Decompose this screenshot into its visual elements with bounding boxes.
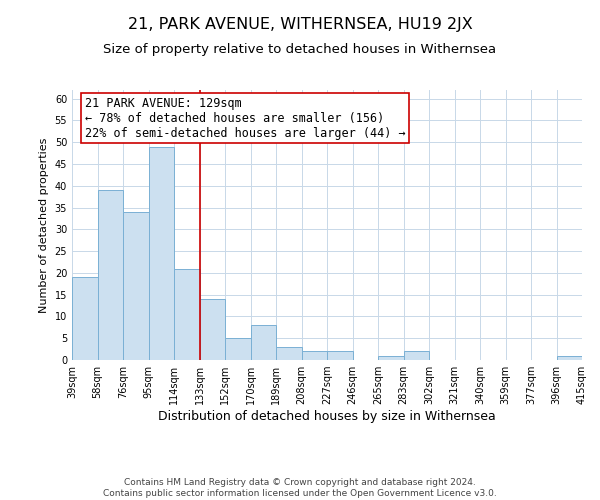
Bar: [72, 278, 97, 360]
Bar: [327, 352, 353, 360]
Bar: [251, 325, 276, 360]
Text: 21, PARK AVENUE, WITHERNSEA, HU19 2JX: 21, PARK AVENUE, WITHERNSEA, HU19 2JX: [128, 18, 472, 32]
Text: Size of property relative to detached houses in Withernsea: Size of property relative to detached ho…: [103, 42, 497, 56]
Bar: [302, 352, 327, 360]
Y-axis label: Number of detached properties: Number of detached properties: [39, 138, 49, 312]
Bar: [123, 212, 149, 360]
Bar: [174, 268, 199, 360]
Bar: [378, 356, 404, 360]
X-axis label: Distribution of detached houses by size in Withernsea: Distribution of detached houses by size …: [158, 410, 496, 423]
Bar: [149, 146, 174, 360]
Bar: [276, 347, 302, 360]
Text: 21 PARK AVENUE: 129sqm
← 78% of detached houses are smaller (156)
22% of semi-de: 21 PARK AVENUE: 129sqm ← 78% of detached…: [85, 96, 406, 140]
Bar: [557, 356, 582, 360]
Bar: [404, 352, 429, 360]
Bar: [97, 190, 123, 360]
Bar: [225, 338, 251, 360]
Bar: [199, 299, 225, 360]
Text: Contains HM Land Registry data © Crown copyright and database right 2024.
Contai: Contains HM Land Registry data © Crown c…: [103, 478, 497, 498]
